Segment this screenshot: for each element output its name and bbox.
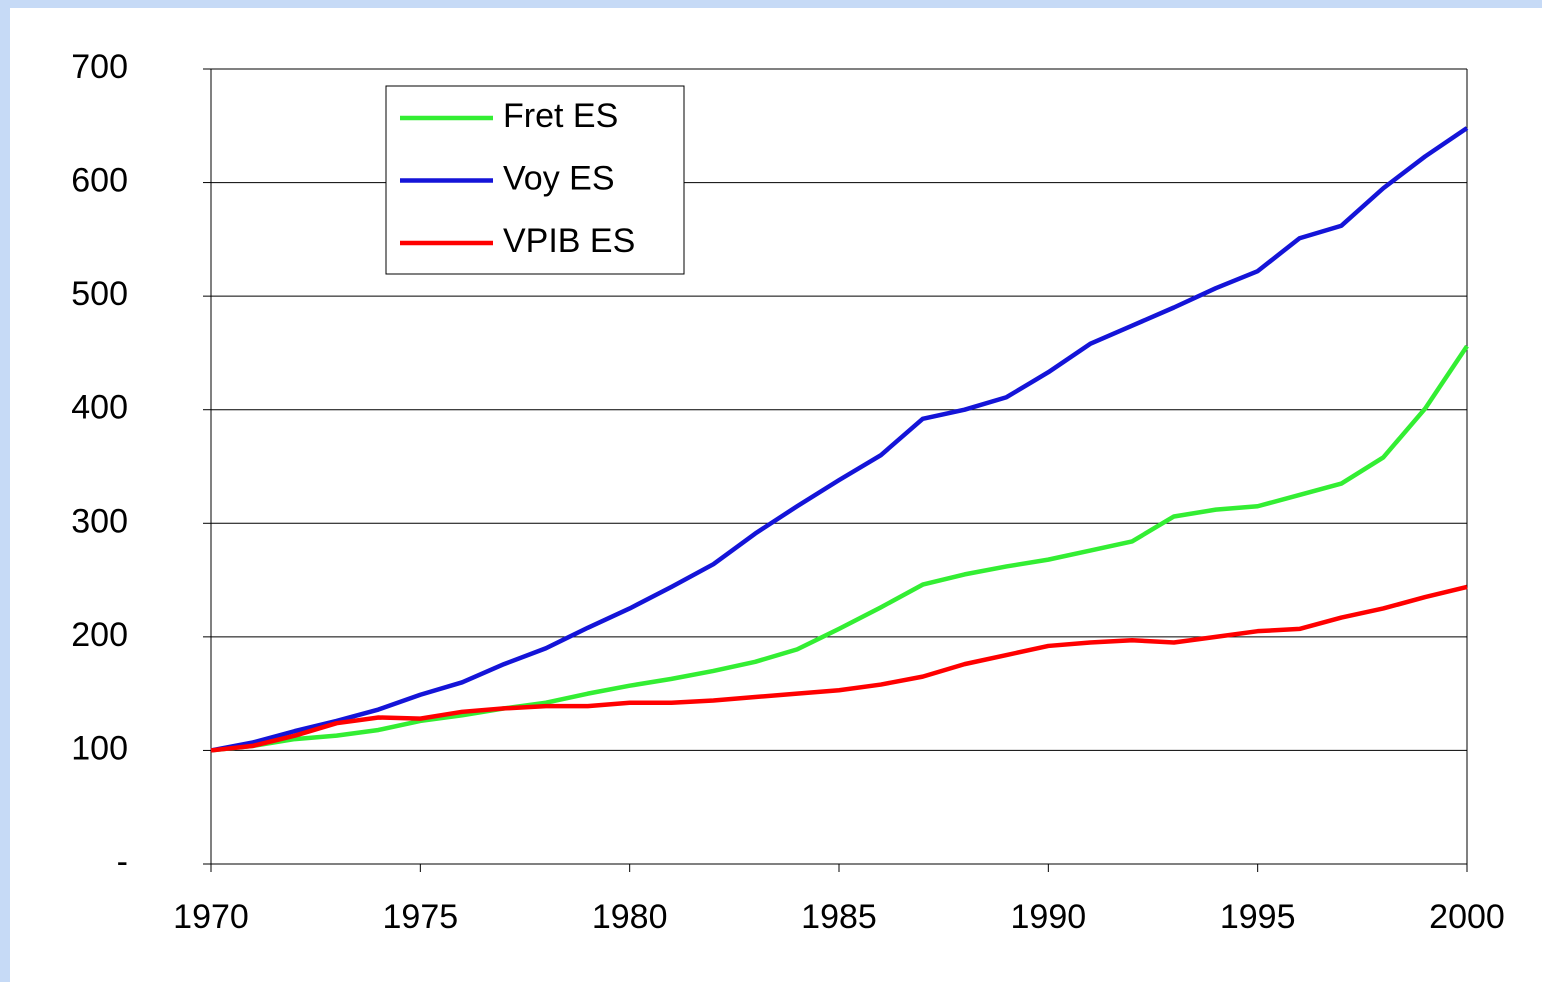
y-tick-label: 700 bbox=[71, 48, 128, 86]
y-tick-label: - bbox=[117, 843, 128, 881]
x-tick-label: 1980 bbox=[592, 898, 668, 936]
legend-label: Fret ES bbox=[503, 97, 618, 135]
chart-panel bbox=[10, 8, 1542, 982]
x-tick-label: 1985 bbox=[801, 898, 877, 936]
legend-label: Voy ES bbox=[503, 159, 615, 197]
x-tick-label: 2000 bbox=[1429, 898, 1505, 936]
y-tick-label: 300 bbox=[71, 502, 128, 540]
x-tick-label: 1970 bbox=[173, 898, 249, 936]
series-line bbox=[210, 584, 1468, 753]
series-line bbox=[210, 126, 1469, 753]
y-tick-label: 600 bbox=[71, 162, 128, 200]
legend-label: VPIB ES bbox=[503, 222, 635, 260]
x-tick-label: 1975 bbox=[383, 898, 459, 936]
y-tick-label: 400 bbox=[71, 389, 128, 427]
y-tick-label: 500 bbox=[71, 275, 128, 313]
x-tick-label: 1995 bbox=[1220, 898, 1296, 936]
y-tick-label: 100 bbox=[71, 729, 128, 767]
x-tick-label: 1990 bbox=[1011, 898, 1087, 936]
y-tick-label: 200 bbox=[71, 616, 128, 654]
series-line bbox=[210, 344, 1469, 753]
